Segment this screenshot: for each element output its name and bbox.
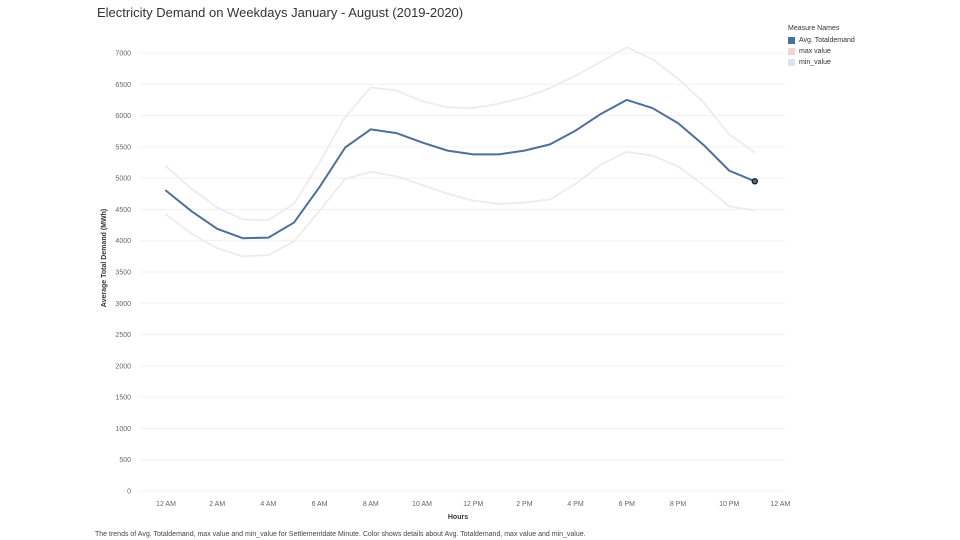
x-tick-label: 12 AM xyxy=(770,501,790,508)
y-tick-label: 0 xyxy=(127,489,131,496)
legend-item-min-value[interactable]: min_value xyxy=(788,57,855,68)
legend: Measure Names Avg. Totaldemand max value… xyxy=(788,25,855,68)
y-tick-label: 1500 xyxy=(115,395,131,402)
y-tick-label: 2500 xyxy=(115,332,131,339)
x-tick-label: 4 PM xyxy=(567,501,584,508)
y-tick-label: 7000 xyxy=(115,51,131,58)
x-tick-label: 10 AM xyxy=(412,501,432,508)
x-tick-label: 12 PM xyxy=(463,501,483,508)
legend-swatch xyxy=(788,37,795,44)
chart-caption: The trends of Avg. Totaldemand, max valu… xyxy=(95,531,586,538)
x-tick-label: 2 PM xyxy=(516,501,533,508)
x-tick-label: 4 AM xyxy=(260,501,276,508)
series-line-max-value xyxy=(165,46,756,221)
legend-item-avg-totaldemand[interactable]: Avg. Totaldemand xyxy=(788,35,855,46)
x-tick-label: 6 AM xyxy=(312,501,328,508)
y-tick-label: 6000 xyxy=(115,113,131,120)
y-tick-label: 1000 xyxy=(115,426,131,433)
y-tick-label: 4500 xyxy=(115,207,131,214)
x-tick-label: 6 PM xyxy=(619,501,636,508)
legend-title: Measure Names xyxy=(788,25,840,32)
x-tick-label: 8 AM xyxy=(363,501,379,508)
legend-label: Avg. Totaldemand xyxy=(799,37,855,44)
y-tick-label: 5000 xyxy=(115,176,131,183)
x-tick-label: 8 PM xyxy=(670,501,687,508)
y-tick-label: 500 xyxy=(119,457,131,464)
y-tick-label: 5500 xyxy=(115,144,131,151)
x-tick-label: 10 PM xyxy=(719,501,739,508)
y-tick-label: 3500 xyxy=(115,270,131,277)
legend-swatch xyxy=(788,59,795,66)
series-line-avg-totaldemand xyxy=(165,98,756,240)
legend-item-max-value[interactable]: max value xyxy=(788,46,855,57)
chart-title: Electricity Demand on Weekdays January -… xyxy=(97,5,464,20)
legend-label: min_value xyxy=(799,59,831,66)
legend-swatch xyxy=(788,48,795,55)
y-tick-label: 3000 xyxy=(115,301,131,308)
y-tick-label: 2000 xyxy=(115,363,131,370)
legend-label: max value xyxy=(799,48,831,55)
x-tick-label: 12 AM xyxy=(156,501,176,508)
data-point-highlight xyxy=(751,178,759,185)
series-line-min-value xyxy=(165,150,756,258)
x-tick-label: 2 AM xyxy=(209,501,225,508)
x-axis-label: Hours xyxy=(448,514,468,521)
y-tick-label: 6500 xyxy=(115,82,131,89)
y-axis-label: Average Total Demand (MWh) xyxy=(101,209,108,307)
y-tick-label: 4000 xyxy=(115,238,131,245)
